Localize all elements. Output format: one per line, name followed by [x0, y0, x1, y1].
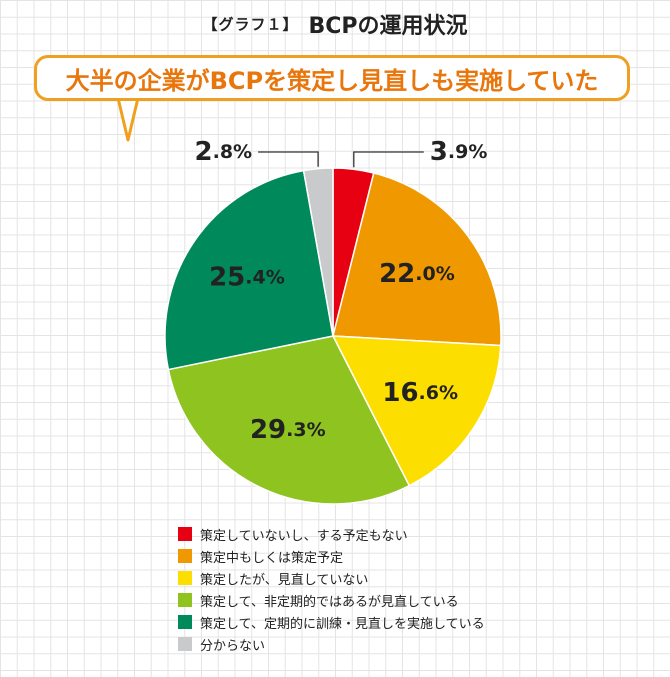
data-label: 22.0% [379, 259, 455, 289]
legend-label: 分からない [200, 638, 266, 654]
pie-slice [331, 335, 502, 487]
figure-tag: 【グラフ１】 [202, 15, 299, 34]
legend-item: 策定中もしくは策定予定 [178, 545, 485, 567]
legend-swatch [178, 637, 192, 651]
legend-swatch [178, 593, 192, 607]
legend-item: 策定したが、見直していない [178, 567, 485, 589]
legend: 策定していないし、する予定もない 策定中もしくは策定予定策定したが、見直していない… [178, 523, 485, 655]
legend-swatch [178, 571, 192, 585]
legend-label: 策定中もしくは策定予定 [200, 550, 344, 566]
legend-item: 策定して、定期的に訓練・見直しを実施している [178, 611, 485, 633]
callout-pointer [116, 96, 140, 142]
data-label: 16.6% [382, 377, 458, 407]
data-label: 25.4% [209, 262, 285, 292]
chart-title: BCPの運用状況 [308, 14, 468, 39]
legend-label: 策定して、非定期的ではあるが見直している [200, 594, 459, 610]
legend-swatch [178, 527, 192, 541]
pie-slice [332, 172, 502, 347]
data-label: 29.3% [250, 414, 326, 444]
legend-label: 策定したが、見直していない [200, 572, 369, 588]
pie-slice [167, 335, 411, 505]
data-label: 3.9% [430, 137, 488, 167]
callout-banner: 大半の企業がBCPを策定し見直しも実施していた [34, 55, 630, 101]
legend-swatch [178, 549, 192, 563]
legend-item: 策定して、非定期的ではあるが見直している [178, 589, 485, 611]
data-label: 2.8% [195, 137, 253, 167]
legend-item: 分からない [178, 633, 485, 655]
leader-line [353, 151, 424, 168]
legend-label: 策定していないし、する予定もない [200, 528, 408, 544]
pie-slice [302, 167, 334, 337]
pie-slice [164, 169, 334, 371]
leader-line [258, 151, 319, 167]
legend-item: 策定していないし、する予定もない [178, 523, 485, 545]
legend-swatch [178, 615, 192, 629]
chart-title-row: 【グラフ１】 BCPの運用状況 [0, 8, 670, 40]
legend-label: 策定して、定期的に訓練・見直しを実施している [200, 616, 485, 632]
